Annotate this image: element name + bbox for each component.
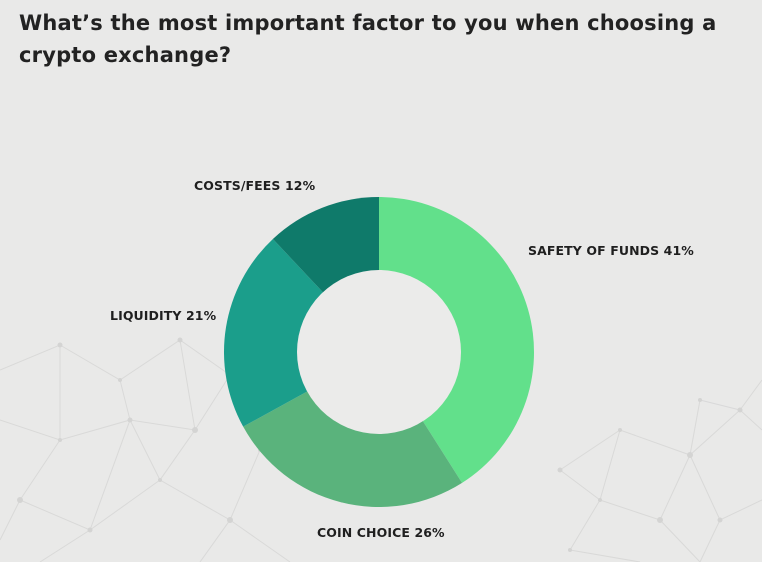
slice-label-safety-of-funds: SAFETY OF FUNDS 41%: [528, 243, 694, 258]
question-title: What’s the most important factor to you …: [19, 11, 717, 67]
slice-label-liquidity: LIQUIDITY 21%: [110, 308, 217, 323]
slice-label-coin-choice: COIN CHOICE 26%: [317, 525, 445, 540]
slice-label-costs-fees: COSTS/FEES 12%: [194, 178, 316, 193]
donut-hole: [297, 270, 461, 434]
